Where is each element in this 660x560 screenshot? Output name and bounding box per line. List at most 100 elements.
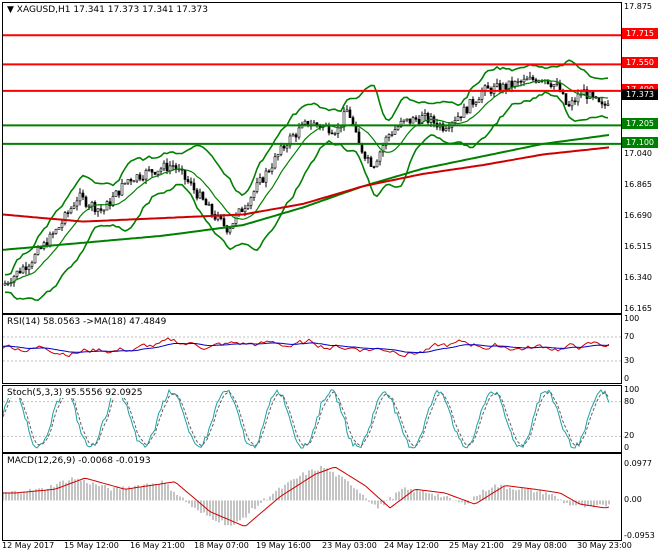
candle-body bbox=[210, 204, 214, 215]
candle-body bbox=[486, 85, 490, 89]
candle-body bbox=[351, 117, 355, 126]
candle-body bbox=[552, 84, 556, 88]
candle-body bbox=[207, 204, 211, 206]
candle-body bbox=[507, 80, 511, 90]
stoch-axis: 100 80 20 0 bbox=[621, 385, 660, 453]
candle-body bbox=[441, 123, 445, 131]
candle-body bbox=[249, 197, 253, 206]
candle-body bbox=[303, 120, 307, 125]
candle-body bbox=[24, 266, 28, 270]
candle-body bbox=[267, 170, 271, 173]
candle-body bbox=[144, 170, 148, 180]
candle-body bbox=[384, 136, 388, 146]
candle-body bbox=[213, 214, 217, 220]
candle-body bbox=[330, 132, 334, 135]
time-label: 29 May 08:00 bbox=[512, 541, 567, 550]
candle-body bbox=[138, 174, 142, 180]
candle-body bbox=[162, 162, 166, 170]
candle-body bbox=[36, 247, 40, 255]
candle-body bbox=[573, 100, 577, 103]
candle-body bbox=[480, 90, 484, 100]
candle-body bbox=[192, 182, 196, 191]
price-chart-pane[interactable]: ▼ XAGUSD,H1 17.341 17.373 17.341 17.373 bbox=[2, 2, 622, 314]
candle-body bbox=[18, 270, 22, 274]
candle-body bbox=[462, 106, 466, 118]
macd-chart-svg bbox=[3, 465, 610, 527]
price-tick-label: 16.165 bbox=[624, 304, 652, 313]
candle-body bbox=[66, 212, 70, 214]
rsi-tick-label: 100 bbox=[624, 314, 640, 323]
candle-body bbox=[261, 177, 265, 183]
rsi-pane[interactable]: RSI(14) 58.0563 ->MA(18) 47.4849 bbox=[2, 314, 622, 384]
candle-body bbox=[474, 102, 478, 105]
candle-body bbox=[135, 174, 139, 182]
candle-body bbox=[273, 156, 277, 169]
macd-pane[interactable]: MACD(12,26,9) -0.0068 -0.0193 bbox=[2, 453, 622, 541]
level-price-label: 17.715 bbox=[622, 28, 658, 40]
candle-body bbox=[51, 233, 55, 235]
candle-body bbox=[234, 214, 238, 224]
candle-body bbox=[15, 270, 19, 277]
symbol-menu-icon[interactable]: ▼ bbox=[7, 5, 14, 15]
candle-body bbox=[333, 133, 337, 135]
candle-body bbox=[153, 171, 157, 175]
candle-body bbox=[564, 93, 568, 105]
candle-body bbox=[165, 162, 169, 171]
candle-body bbox=[390, 134, 394, 136]
candle-body bbox=[171, 165, 175, 167]
macd-title: MACD(12,26,9) -0.0068 -0.0193 bbox=[7, 456, 151, 466]
candle-body bbox=[264, 170, 268, 183]
candle-body bbox=[297, 127, 301, 138]
stoch-tick-label: 0 bbox=[624, 443, 630, 452]
candle-body bbox=[366, 157, 370, 159]
candle-body bbox=[108, 201, 112, 207]
candle-body bbox=[198, 191, 202, 199]
candle-body bbox=[387, 134, 391, 138]
candle-body bbox=[12, 276, 16, 283]
candle-body bbox=[291, 134, 295, 137]
candle-body bbox=[408, 118, 412, 124]
candle-body bbox=[294, 134, 298, 138]
candle-body bbox=[405, 118, 409, 121]
candle-body bbox=[381, 145, 385, 153]
candle-body bbox=[468, 99, 472, 114]
candle-body bbox=[96, 208, 100, 212]
bollinger-middle bbox=[5, 79, 609, 285]
stoch-pane[interactable]: Stoch(5,3,3) 95.5556 92.0925 bbox=[2, 385, 622, 453]
time-label: 12 May 2017 bbox=[2, 541, 55, 550]
moving-average-green bbox=[3, 134, 610, 251]
candle-body bbox=[546, 79, 550, 85]
candle-body bbox=[525, 78, 529, 81]
rsi-tick-label: 30 bbox=[624, 356, 635, 365]
candle-body bbox=[270, 167, 274, 172]
candle-body bbox=[129, 179, 133, 182]
rsi-ma-line bbox=[3, 342, 610, 354]
candle-body bbox=[465, 106, 469, 114]
macd-axis: 0.0977 0.00 -0.0953 bbox=[621, 453, 660, 541]
candle-body bbox=[426, 113, 430, 123]
candle-body bbox=[87, 205, 91, 208]
candle-body bbox=[588, 91, 592, 100]
candle-body bbox=[228, 228, 232, 233]
candle-body bbox=[225, 225, 229, 233]
candle-body bbox=[60, 222, 64, 228]
level-price-label: 17.205 bbox=[622, 118, 658, 130]
rsi-tick-label: 0 bbox=[624, 374, 630, 383]
candle-body bbox=[111, 196, 115, 207]
candle-body bbox=[186, 179, 190, 183]
candle-body bbox=[282, 145, 286, 149]
candle-body bbox=[168, 165, 172, 171]
candle-body bbox=[375, 160, 379, 168]
candle-body bbox=[519, 80, 523, 83]
rsi-axis: 100 70 30 0 bbox=[621, 314, 660, 384]
price-tick-label: 17.875 bbox=[624, 2, 652, 11]
candle-body bbox=[57, 227, 61, 230]
candle-body bbox=[606, 103, 610, 106]
stoch-tick-label: 100 bbox=[624, 385, 640, 394]
candle-body bbox=[522, 78, 526, 83]
candle-body bbox=[159, 168, 163, 172]
time-label: 15 May 12:00 bbox=[64, 541, 119, 550]
price-tick-label: 16.340 bbox=[624, 273, 652, 283]
bollinger-upper bbox=[4, 59, 609, 276]
candle-body bbox=[39, 247, 43, 249]
